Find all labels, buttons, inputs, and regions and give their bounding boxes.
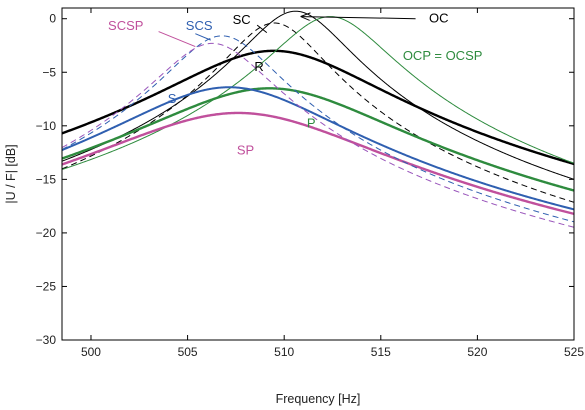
annotation-s: S bbox=[168, 91, 177, 106]
y-tick-label: −15 bbox=[36, 172, 57, 186]
annotation-r: R bbox=[254, 59, 263, 74]
annotation-sp: SP bbox=[237, 142, 254, 157]
annotation-scs: SCS bbox=[186, 18, 213, 33]
series-line-ocp-ocsp bbox=[62, 16, 574, 170]
annotation-p: P bbox=[307, 116, 316, 131]
x-tick-label: 510 bbox=[274, 345, 294, 359]
annotation-pointer-scs bbox=[195, 33, 211, 41]
annotation-pointer-scsp bbox=[158, 31, 196, 48]
annotation-arrows bbox=[158, 17, 416, 48]
y-axis-title: |U / F| [dB] bbox=[4, 144, 18, 203]
x-tick-label: 525 bbox=[564, 345, 584, 359]
x-tick-label: 505 bbox=[178, 345, 198, 359]
annotation-ocp-ocsp: OCP = OCSP bbox=[403, 48, 483, 63]
annotation-oc: OC bbox=[429, 11, 449, 26]
series-line-scs bbox=[62, 35, 574, 223]
annotation-sc: SC bbox=[233, 12, 251, 27]
y-tick-label: −25 bbox=[36, 279, 57, 293]
series-line-s bbox=[62, 86, 574, 211]
plot-area bbox=[62, 8, 574, 340]
series-line-sc bbox=[62, 22, 574, 203]
series-line-sp bbox=[62, 111, 574, 216]
series-line-oc bbox=[62, 10, 574, 180]
x-tick-label: 520 bbox=[467, 345, 487, 359]
series-layer bbox=[62, 10, 574, 228]
x-axis-title: Frequency [Hz] bbox=[276, 392, 361, 406]
y-tick-label: −10 bbox=[36, 119, 57, 133]
series-line-p bbox=[62, 87, 574, 192]
axis-ticks: 500 505 510 515 520 525 0 −5 −10 −15 −20 −25 −30 bbox=[36, 8, 584, 359]
annotation-pointer-sc bbox=[256, 24, 268, 34]
y-tick-label: −20 bbox=[36, 226, 57, 240]
y-tick-label: 0 bbox=[49, 12, 56, 26]
plot-frame bbox=[61, 7, 575, 341]
y-tick-label: −30 bbox=[36, 333, 57, 347]
series-line-scsp bbox=[62, 42, 574, 228]
y-tick-label: −5 bbox=[42, 65, 56, 79]
x-tick-label: 515 bbox=[371, 345, 391, 359]
series-line-r bbox=[62, 49, 574, 166]
annotation-arrow-oc bbox=[302, 17, 416, 19]
annotation-scsp: SCSP bbox=[108, 18, 143, 33]
x-tick-label: 500 bbox=[81, 345, 101, 359]
